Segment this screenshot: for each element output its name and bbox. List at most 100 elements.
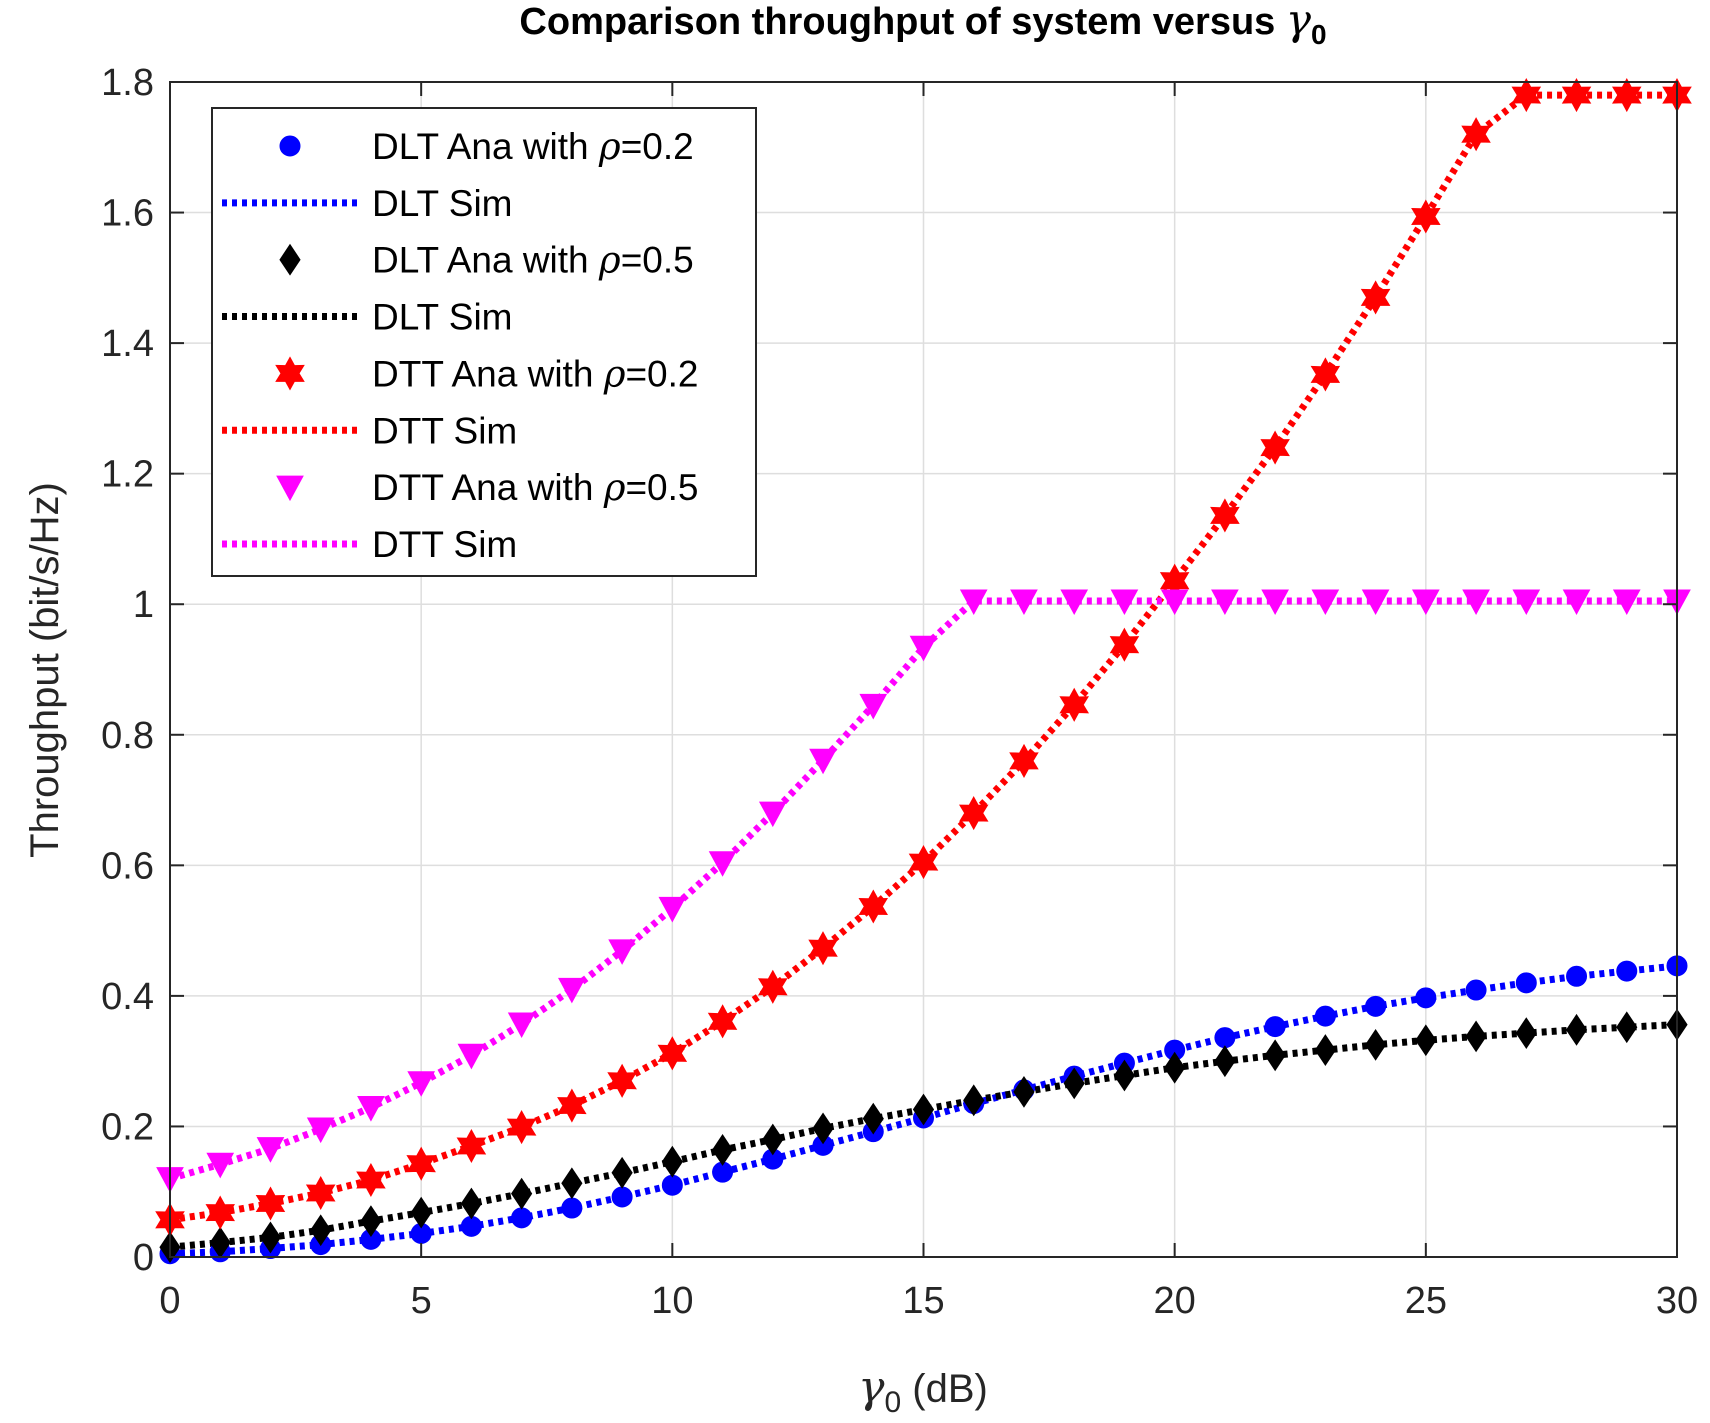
legend-entry-prefix: DLT Sim — [372, 297, 512, 338]
data-point — [1214, 1045, 1236, 1078]
chart-title-text: Comparison throughput of system versus — [519, 1, 1285, 43]
data-point — [460, 1187, 483, 1220]
data-point — [1009, 743, 1039, 778]
data-point — [305, 1175, 336, 1211]
x-tick-label: 0 — [159, 1280, 180, 1322]
data-point — [1010, 589, 1038, 616]
data-point — [1616, 1011, 1638, 1044]
x-tick-label: 5 — [411, 1280, 432, 1322]
data-point — [206, 1152, 235, 1179]
chart-title-symbol: γ — [1286, 0, 1312, 44]
data-point — [360, 1205, 382, 1237]
x-tick-label: 20 — [1154, 1280, 1196, 1322]
data-point — [1565, 1013, 1588, 1046]
data-point — [561, 1197, 583, 1219]
data-point — [507, 1012, 536, 1039]
legend-entry-text: DTT Sim — [372, 410, 517, 451]
data-point — [1113, 1059, 1136, 1092]
data-point — [1611, 78, 1642, 113]
data-point — [909, 635, 938, 662]
y-tick-label: 0 — [133, 1237, 154, 1279]
data-point — [762, 1123, 784, 1156]
data-point — [1515, 972, 1537, 994]
data-point — [410, 1196, 432, 1229]
data-point — [1264, 1016, 1286, 1038]
data-point — [456, 1128, 487, 1164]
data-point — [256, 1137, 285, 1163]
data-point — [1314, 1005, 1336, 1027]
data-point — [657, 1036, 688, 1071]
data-point — [963, 1084, 985, 1117]
legend-entry-suffix: =0.5 — [621, 240, 694, 281]
data-point — [1059, 687, 1090, 722]
y-tick-label: 1.2 — [101, 454, 154, 496]
x-tick-label: 30 — [1656, 1280, 1698, 1322]
legend-entry-prefix: DLT Ana with — [372, 126, 599, 167]
data-point — [1616, 960, 1638, 982]
legend-entry-symbol: ρ — [603, 466, 626, 509]
data-point — [407, 1071, 436, 1097]
data-point — [1264, 1039, 1286, 1072]
chart-title: Comparison throughput of system versus γ… — [519, 0, 1326, 50]
legend-entry-prefix: DTT Sim — [372, 410, 517, 451]
data-point — [356, 1162, 386, 1198]
data-point — [506, 1110, 537, 1145]
data-point — [1110, 589, 1139, 616]
data-point — [205, 1195, 236, 1230]
data-point — [862, 1102, 884, 1135]
data-point — [912, 1093, 935, 1126]
data-point — [608, 939, 636, 965]
legend-entry-text: DTT Sim — [372, 524, 517, 565]
legend-entry-suffix: =0.2 — [625, 353, 698, 394]
data-point — [1511, 78, 1542, 113]
x-axis-label-symbol: γ — [858, 1362, 885, 1413]
y-tick-label: 1.6 — [101, 193, 154, 235]
data-point — [611, 1186, 633, 1208]
data-point — [1512, 589, 1541, 616]
data-point — [808, 931, 838, 966]
legend-entry-suffix: =0.5 — [625, 467, 698, 508]
data-point — [1063, 1067, 1085, 1100]
data-point — [1465, 979, 1487, 1001]
legend-entry-prefix: DTT Ana with — [372, 467, 604, 508]
data-point — [758, 801, 787, 828]
data-point — [255, 1186, 286, 1221]
legend-marker — [279, 243, 301, 276]
y-axis-label: Throughput (bit/s/Hz) — [23, 482, 67, 858]
x-axis-label-unit: (dB) — [901, 1367, 988, 1411]
series-group — [155, 78, 1692, 1265]
data-point — [1109, 627, 1140, 662]
data-point — [1013, 1075, 1035, 1108]
data-point — [1260, 430, 1290, 465]
data-point — [310, 1214, 332, 1247]
data-point — [959, 589, 988, 616]
x-tick-label: 15 — [902, 1280, 944, 1322]
data-point — [406, 1146, 436, 1181]
data-point — [1365, 995, 1387, 1017]
legend-entry-symbol: ρ — [598, 125, 621, 168]
data-point — [1411, 199, 1441, 234]
data-point — [908, 845, 939, 880]
data-point — [306, 1117, 335, 1144]
data-point — [661, 1145, 683, 1178]
y-tick-label: 0.4 — [101, 976, 154, 1018]
data-point — [711, 1134, 734, 1166]
y-tick-label: 1.4 — [101, 323, 154, 365]
data-point — [1612, 589, 1641, 616]
data-point — [1164, 1051, 1186, 1084]
data-point — [1214, 1027, 1236, 1049]
legend-marker — [275, 356, 305, 391]
data-point — [707, 1004, 738, 1039]
data-point — [557, 1088, 587, 1123]
legend-entry-text: DTT Ana with ρ=0.2 — [372, 352, 699, 395]
data-point — [708, 851, 737, 877]
legend-entry-prefix: DLT Ana with — [372, 240, 599, 281]
data-point — [859, 693, 888, 720]
data-point — [959, 796, 989, 831]
data-point — [511, 1177, 533, 1210]
data-point — [1211, 589, 1239, 616]
x-axis-label-subscript: 0 — [884, 1386, 901, 1419]
legend-entry-prefix: DTT Ana with — [372, 353, 604, 394]
data-point — [1461, 117, 1491, 152]
data-point — [1361, 589, 1390, 616]
